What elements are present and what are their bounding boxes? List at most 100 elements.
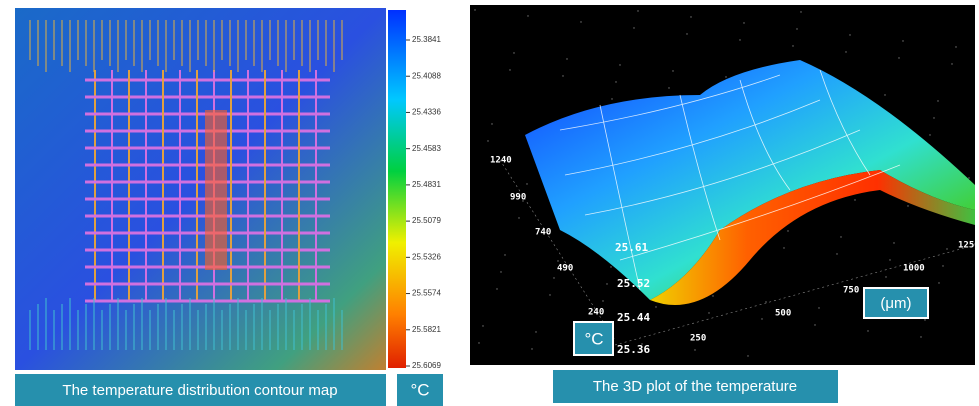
dot <box>610 266 612 268</box>
dot <box>535 331 537 333</box>
dot <box>845 51 847 53</box>
x-axis-label: 750 <box>843 286 859 296</box>
dot <box>518 217 520 219</box>
dot <box>615 81 617 83</box>
surface <box>525 60 975 300</box>
dot <box>893 242 895 244</box>
colorbar-tick-label: 25.5079 <box>412 216 441 225</box>
dot <box>968 177 970 179</box>
dot <box>557 260 559 262</box>
dot <box>818 307 820 309</box>
dot <box>668 87 670 89</box>
caption-box <box>553 370 838 403</box>
dot <box>686 33 688 35</box>
x-axis-label: 1000 <box>903 264 925 274</box>
dot <box>637 10 639 12</box>
y-axis-label: 740 <box>535 228 551 238</box>
dot <box>562 75 564 77</box>
dot <box>796 28 798 30</box>
colorbar-tick-label: 25.5574 <box>412 289 441 298</box>
x-axis-label: 500 <box>775 309 791 319</box>
dot <box>867 330 869 332</box>
dot <box>672 70 674 72</box>
colorbar-tick-label: 25.4831 <box>412 180 441 189</box>
dot <box>500 271 502 273</box>
dot <box>474 9 476 11</box>
dot <box>907 205 909 207</box>
dot <box>694 349 696 351</box>
colorbar-tick-label: 25.4336 <box>412 108 441 117</box>
dot <box>792 45 794 47</box>
dot <box>619 64 621 66</box>
colorbar-tick-label: 25.5821 <box>412 325 441 334</box>
surface-ridge <box>650 170 975 305</box>
dot <box>496 288 498 290</box>
unit-box <box>397 374 443 406</box>
dot <box>840 236 842 238</box>
z-unit-box <box>573 321 614 356</box>
dot <box>884 94 886 96</box>
z-axis-label: 25.44 <box>617 311 650 324</box>
x-axis-label: 250 <box>690 334 706 344</box>
hotspot <box>205 110 227 270</box>
dot <box>655 306 657 308</box>
y-axis-label: 990 <box>510 193 526 203</box>
y-axis-label: 490 <box>557 264 573 274</box>
dot <box>531 348 533 350</box>
dot <box>849 34 851 36</box>
dot <box>902 40 904 42</box>
dot <box>765 301 767 303</box>
dot <box>951 63 953 65</box>
dot <box>712 295 714 297</box>
y-axis-label: 240 <box>588 308 604 318</box>
dot <box>606 283 608 285</box>
dot <box>549 294 551 296</box>
dot <box>747 355 749 357</box>
dot <box>814 324 816 326</box>
dot <box>708 312 710 314</box>
dot <box>739 39 741 41</box>
dot <box>725 76 727 78</box>
z-axis-label: 25.61 <box>615 241 648 254</box>
colorbar-tick-label: 25.4088 <box>412 71 441 80</box>
dot <box>478 342 480 344</box>
caption: The temperature distribution contour map <box>62 382 337 399</box>
dot <box>504 254 506 256</box>
caption-box <box>15 374 386 406</box>
surface-grid <box>559 69 901 291</box>
contour-map <box>15 8 386 370</box>
xy-unit: (μm) <box>880 295 911 312</box>
dot <box>783 247 785 249</box>
y-axis-label: 1240 <box>490 156 512 166</box>
z-axis-label: 25.52 <box>617 277 650 290</box>
dot <box>898 57 900 59</box>
colorbar-tick-label: 25.5326 <box>412 252 441 261</box>
dot <box>924 319 926 321</box>
dot <box>743 22 745 24</box>
dot <box>800 11 802 13</box>
dot <box>938 282 940 284</box>
dot <box>513 52 515 54</box>
dot <box>946 248 948 250</box>
dot <box>641 343 643 345</box>
dot <box>526 183 528 185</box>
x-axis-label: 1250 <box>958 241 979 251</box>
xy-unit-box <box>863 287 929 319</box>
dot <box>920 336 922 338</box>
colorbar-tick-label: 25.4583 <box>412 144 441 153</box>
dot <box>527 15 529 17</box>
dot <box>761 318 763 320</box>
z-axis-label: 25.36 <box>617 343 650 356</box>
dot <box>633 27 635 29</box>
dot <box>929 134 931 136</box>
dot <box>522 200 524 202</box>
dot <box>482 325 484 327</box>
colorbar <box>388 10 406 368</box>
dot <box>937 100 939 102</box>
colorbar-tick-label: 25.3841 <box>412 35 441 44</box>
z-unit: °C <box>584 329 603 348</box>
dot <box>553 277 555 279</box>
dot <box>509 69 511 71</box>
dot <box>602 300 604 302</box>
